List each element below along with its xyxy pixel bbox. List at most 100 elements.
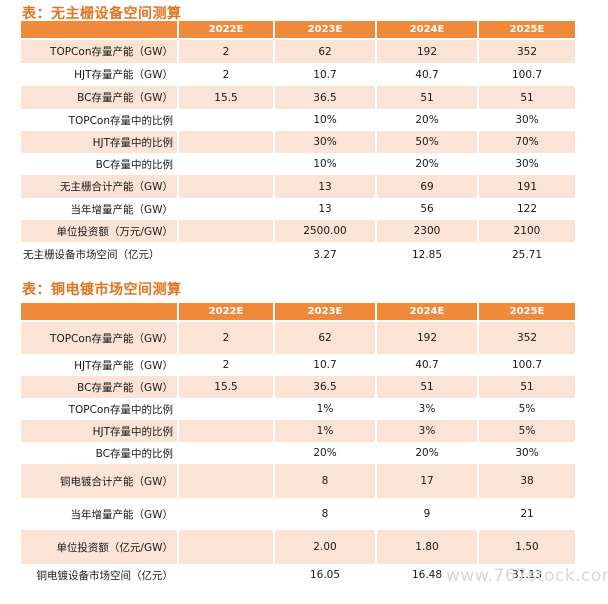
table1-cell: 191	[479, 175, 575, 198]
table1-row: 无主栅合计产能（GW） 13 69 191	[21, 175, 575, 198]
table1-cell: 2300	[377, 220, 477, 242]
table2-row: 铜电镀设备市场空间（亿元） 16.05 16.48 31.13	[21, 564, 575, 586]
table2-cell: 352	[479, 322, 575, 354]
table1-row: HJT存量产能（GW） 2 10.7 40.7 100.7	[21, 63, 575, 86]
table2-cell	[179, 464, 273, 498]
table1-header-cell: 2022E	[179, 21, 273, 40]
table1-row-label: BC存量产能（GW）	[21, 86, 177, 109]
table1-cell: 30%	[275, 131, 375, 153]
table2-cell: 16.48	[377, 564, 477, 586]
table2-cell: 8	[275, 498, 375, 530]
table1-cell: 70%	[479, 131, 575, 153]
table1-cell: 25.71	[479, 242, 575, 268]
table1-cell: 20%	[377, 153, 477, 175]
table2-cell: 51	[479, 376, 575, 398]
table1-row: 单位投资额（万元/GW） 2500.00 2300 2100	[21, 220, 575, 242]
table1-cell: 50%	[377, 131, 477, 153]
table2-cell	[179, 398, 273, 420]
table1-row-label: TOPCon存量产能（GW）	[21, 40, 177, 63]
table2-row-label: TOPCon存量中的比例	[21, 398, 177, 420]
table1-header-row: 2022E 2023E 2024E 2025E	[21, 21, 575, 40]
table1-row: HJT存量中的比例 30% 50% 70%	[21, 131, 575, 153]
table1-cell: 36.5	[275, 86, 375, 109]
table1-row-label: BC存量中的比例	[21, 153, 177, 175]
table1-row-label: HJT存量中的比例	[21, 131, 177, 153]
table1-cell: 40.7	[377, 63, 477, 86]
table1-cell: 12.85	[377, 242, 477, 268]
table2-cell: 5%	[479, 398, 575, 420]
table1-cell	[179, 220, 273, 242]
table1-row-label: 无主栅设备市场空间（亿元）	[21, 242, 177, 268]
table1-cell: 56	[377, 198, 477, 220]
table1-row: 当年增量产能（GW） 13 56 122	[21, 198, 575, 220]
watermark: www.767stock.com	[446, 566, 608, 586]
table1-header-cell: 2023E	[275, 21, 375, 40]
table2-cell: 17	[377, 464, 477, 498]
table1-cell: 2500.00	[275, 220, 375, 242]
table1-cell	[179, 131, 273, 153]
table1-cell	[179, 109, 273, 131]
table2-header-row: 2022E 2023E 2024E 2025E	[21, 303, 575, 322]
table2-cell: 21	[479, 498, 575, 530]
table1-cell: 192	[377, 40, 477, 63]
table1-header-cell: 2024E	[377, 21, 477, 40]
table2-cell	[179, 498, 273, 530]
table2-cell: 1.80	[377, 530, 477, 564]
table1-cell: 2	[179, 63, 273, 86]
table2-row: TOPCon存量中的比例 1% 3% 5%	[21, 398, 575, 420]
table2-row: HJT存量中的比例 1% 3% 5%	[21, 420, 575, 442]
table1-cell: 100.7	[479, 63, 575, 86]
table1-row: BC存量中的比例 10% 20% 30%	[21, 153, 575, 175]
table2-cell: 5%	[479, 420, 575, 442]
table2-row: BC存量产能（GW） 15.5 36.5 51 51	[21, 376, 575, 398]
table1-cell: 62	[275, 40, 375, 63]
table1-row: TOPCon存量中的比例 10% 20% 30%	[21, 109, 575, 131]
table2-cell: 20%	[275, 442, 375, 464]
table2-row-label: BC存量中的比例	[21, 442, 177, 464]
table1-cell: 15.5	[179, 86, 273, 109]
table2-title: 表：铜电镀市场空间测算	[22, 282, 182, 298]
table1-cell: 2	[179, 40, 273, 63]
table2-cell: 40.7	[377, 354, 477, 376]
table2-row-label: HJT存量产能（GW）	[21, 354, 177, 376]
table2-cell: 36.5	[275, 376, 375, 398]
table1-cell: 13	[275, 198, 375, 220]
table2-cell: 2	[179, 322, 273, 354]
table1-cell: 10.7	[275, 63, 375, 86]
table1-cell	[179, 198, 273, 220]
table1-cell: 2100	[479, 220, 575, 242]
table2-row-label: 铜电镀设备市场空间（亿元）	[21, 564, 177, 586]
table2-row: BC存量中的比例 20% 20% 30%	[21, 442, 575, 464]
table2-cell: 3%	[377, 398, 477, 420]
table2-cell	[179, 442, 273, 464]
table2-row: 当年增量产能（GW） 8 9 21	[21, 498, 575, 530]
table2-cell	[179, 530, 273, 564]
table1-cell: 3.27	[275, 242, 375, 268]
table2-cell: 100.7	[479, 354, 575, 376]
table2-cell: 2	[179, 354, 273, 376]
table2-cell: 31.13	[479, 564, 575, 586]
table2-header-cell: 2024E	[377, 303, 477, 322]
table1-cell: 30%	[479, 109, 575, 131]
table1-row: BC存量产能（GW） 15.5 36.5 51 51	[21, 86, 575, 109]
table1-cell	[179, 175, 273, 198]
table2-row: 铜电镀合计产能（GW） 8 17 38	[21, 464, 575, 498]
table2-row-label: HJT存量中的比例	[21, 420, 177, 442]
table2-cell: 15.5	[179, 376, 273, 398]
table2-header-cell: 2023E	[275, 303, 375, 322]
table2-header-cell	[21, 303, 177, 322]
table2-row: 单位投资额（亿元/GW） 2.00 1.80 1.50	[21, 530, 575, 564]
table2-header-cell: 2025E	[479, 303, 575, 322]
table2-cell: 16.05	[275, 564, 375, 586]
table1-row-label: TOPCon存量中的比例	[21, 109, 177, 131]
table1-cell: 69	[377, 175, 477, 198]
table2-cell: 192	[377, 322, 477, 354]
table2-row: HJT存量产能（GW） 2 10.7 40.7 100.7	[21, 354, 575, 376]
table2-cell: 38	[479, 464, 575, 498]
table1-cell: 10%	[275, 109, 375, 131]
table1-cell: 13	[275, 175, 375, 198]
table2-row: TOPCon存量产能（GW） 2 62 192 352	[21, 322, 575, 354]
table2-row-label: 单位投资额（亿元/GW）	[21, 530, 177, 564]
table1-cell: 30%	[479, 153, 575, 175]
table2-row-label: BC存量产能（GW）	[21, 376, 177, 398]
